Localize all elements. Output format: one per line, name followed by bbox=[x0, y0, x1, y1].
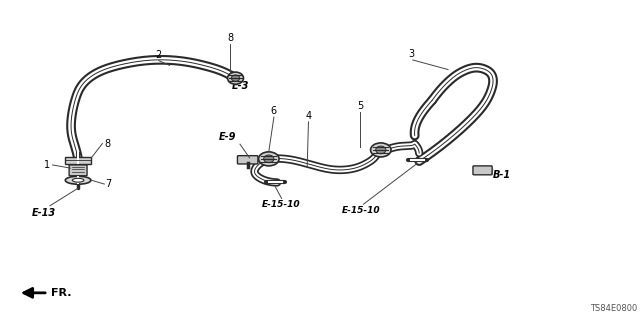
Text: 3: 3 bbox=[408, 49, 414, 59]
Text: 8: 8 bbox=[227, 33, 234, 43]
Text: 6: 6 bbox=[271, 106, 277, 116]
Ellipse shape bbox=[376, 146, 386, 154]
Text: 1: 1 bbox=[44, 160, 51, 170]
FancyBboxPatch shape bbox=[473, 166, 492, 175]
Ellipse shape bbox=[65, 176, 91, 184]
Text: 7: 7 bbox=[106, 179, 112, 189]
Text: 5: 5 bbox=[357, 101, 364, 111]
Ellipse shape bbox=[264, 155, 274, 163]
Ellipse shape bbox=[228, 72, 243, 84]
FancyBboxPatch shape bbox=[65, 157, 91, 164]
Ellipse shape bbox=[259, 152, 279, 166]
Text: E-15-10: E-15-10 bbox=[342, 206, 381, 215]
Text: 8: 8 bbox=[104, 138, 111, 149]
Ellipse shape bbox=[72, 178, 84, 182]
Text: E-13: E-13 bbox=[31, 208, 56, 218]
Text: E-9: E-9 bbox=[218, 132, 236, 142]
Ellipse shape bbox=[232, 75, 239, 81]
FancyBboxPatch shape bbox=[69, 165, 87, 176]
FancyBboxPatch shape bbox=[237, 156, 258, 164]
Ellipse shape bbox=[371, 143, 391, 157]
Text: 2: 2 bbox=[156, 50, 162, 60]
Text: FR.: FR. bbox=[51, 288, 72, 298]
Text: 4: 4 bbox=[305, 111, 312, 121]
Text: B-1: B-1 bbox=[493, 170, 511, 181]
Text: E-3: E-3 bbox=[231, 81, 249, 91]
Text: E-15-10: E-15-10 bbox=[262, 200, 301, 209]
Text: TS84E0800: TS84E0800 bbox=[589, 304, 637, 313]
